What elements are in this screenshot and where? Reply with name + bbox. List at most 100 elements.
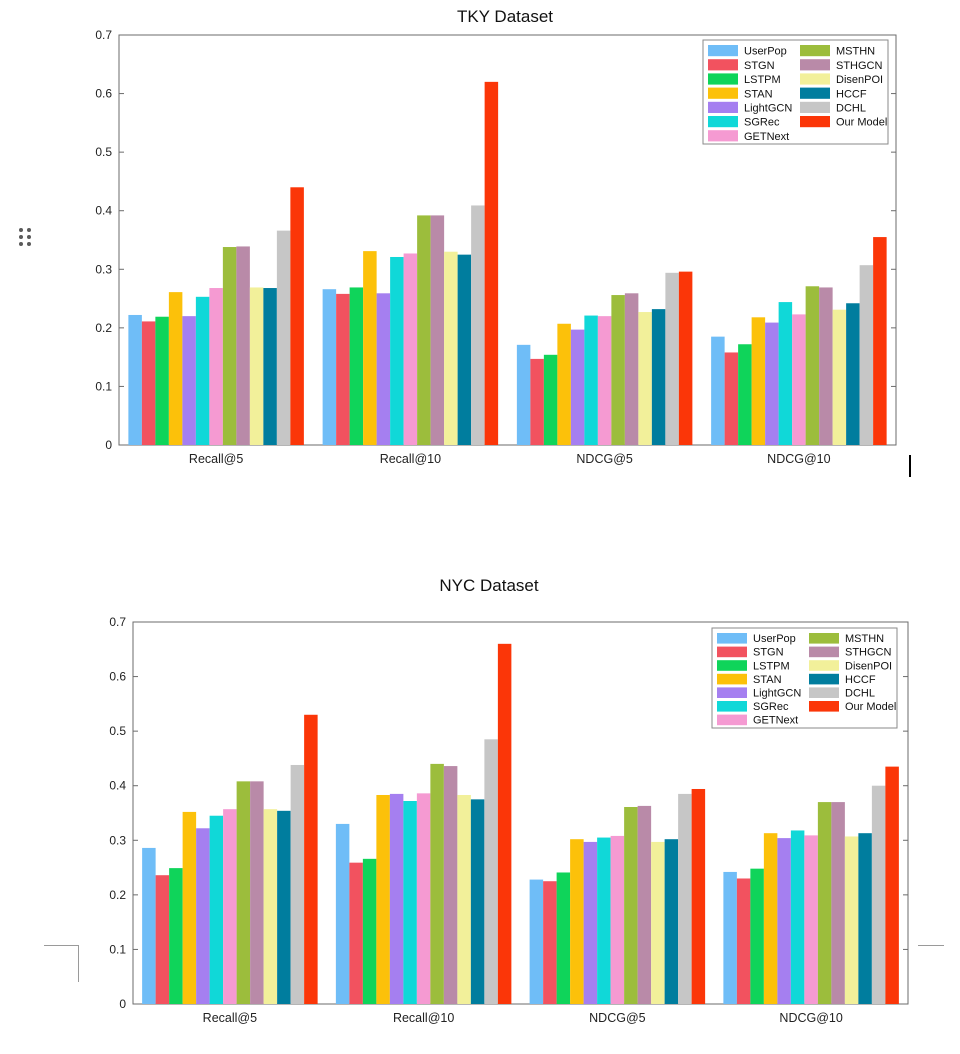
bar-lstpm: [543, 354, 558, 445]
legend-swatch: [800, 73, 830, 85]
bar-our-model: [497, 643, 512, 1004]
bar-disenpoi: [651, 841, 665, 1004]
bar-disenpoi: [444, 251, 458, 445]
legend-entry: UserPop: [753, 633, 796, 645]
legend-entry: SGRec: [744, 117, 780, 129]
legend-entry: LSTPM: [753, 660, 790, 672]
bar-stgn: [141, 321, 156, 445]
bar-hccf: [664, 839, 679, 1004]
bar-stgn: [349, 862, 363, 1004]
bar-dchl: [276, 230, 291, 445]
bar-stan: [363, 251, 377, 445]
chart-1: TKY Dataset 0 0.1 0.2 0.3 0.4 0.5 0.6 0.7 Recall@…: [95, 7, 897, 466]
legend-swatch: [717, 687, 747, 698]
bar-msthn: [417, 215, 431, 445]
bar-userpop: [711, 336, 725, 445]
bar-userpop: [335, 823, 350, 1004]
bar-msthn: [624, 806, 638, 1004]
legend-entry: SGRec: [753, 701, 789, 713]
legend-entry: LightGCN: [744, 103, 792, 115]
legend: UserPopSTGNLSTPMSTANLightGCNSGRecGETNext…: [702, 39, 889, 145]
bar-stan: [168, 292, 183, 445]
x-tick-label: NDCG@5: [589, 1011, 645, 1025]
legend-swatch: [708, 73, 738, 85]
bar-disenpoi: [457, 794, 471, 1004]
legend-swatch: [717, 646, 747, 658]
bar-lightgcn: [196, 828, 210, 1004]
legend-swatch: [717, 701, 747, 712]
y-tick-label: 0.7: [95, 28, 112, 42]
bar-disenpoi: [249, 287, 264, 445]
bar-lightgcn: [583, 841, 598, 1004]
legend-entry: Our Model: [845, 701, 896, 713]
crop-mark-left: [44, 945, 79, 982]
bar-dchl: [290, 764, 305, 1004]
bar-msthn: [611, 295, 625, 445]
x-tick-label: Recall@10: [380, 452, 441, 466]
bar-our-model: [873, 237, 887, 445]
legend: UserPopSTGNLSTPMSTANLightGCNSGRecGETNext…: [711, 627, 898, 729]
bar-hccf: [651, 309, 666, 445]
legend-swatch: [708, 87, 738, 99]
bar-sthgcn: [624, 293, 639, 445]
bar-getnext: [209, 288, 223, 445]
y-tick-label: 0.3: [109, 833, 126, 847]
y-tick-label: 0: [105, 438, 112, 452]
bar-hccf: [858, 833, 872, 1004]
legend-entry: DCHL: [836, 103, 866, 115]
bar-userpop: [723, 871, 737, 1004]
legend-swatch: [717, 673, 747, 685]
y-tick-label: 0.4: [95, 204, 112, 218]
bar-msthn: [236, 781, 251, 1004]
y-tick-label: 0.2: [95, 321, 112, 335]
y-tick-label: 0: [119, 997, 126, 1011]
legend-entry: STGN: [753, 647, 784, 659]
y-tick-label: 0.3: [95, 262, 112, 276]
bar-sgrec: [584, 315, 598, 445]
bar-sthgcn: [831, 802, 845, 1004]
x-tick-label: NDCG@5: [576, 452, 632, 466]
bar-sgrec: [390, 256, 404, 445]
bar-lstpm: [750, 868, 764, 1004]
drag-handle-icon[interactable]: [17, 226, 33, 248]
y-tick-label: 0.1: [109, 942, 126, 956]
legend-entry: HCCF: [845, 674, 876, 686]
bar-lightgcn: [570, 329, 585, 445]
bar-sthgcn: [250, 781, 264, 1004]
bar-our-model: [691, 788, 706, 1004]
legend-entry: GETNext: [744, 131, 789, 143]
plot-frame: [118, 34, 897, 446]
legend-swatch: [800, 45, 830, 57]
legend-entry: GETNext: [753, 715, 798, 727]
bar-sgrec: [597, 837, 611, 1004]
bar-userpop: [128, 314, 142, 445]
bar-stan: [376, 794, 390, 1004]
chart-2: NYC Dataset 0 0.1 0.2 0.3 0.4 0.5 0.6 0.7 Recall@…: [109, 576, 909, 1025]
bar-sthgcn: [443, 766, 458, 1004]
bar-stan: [182, 811, 197, 1004]
bar-dchl: [484, 739, 498, 1004]
bar-disenpoi: [832, 309, 847, 445]
bar-dchl: [871, 785, 886, 1004]
bar-lstpm: [169, 868, 183, 1004]
y-tick-label: 0.5: [109, 724, 126, 738]
y-tick-label: 0.6: [109, 670, 126, 684]
legend-entry: STHGCN: [845, 647, 892, 659]
legend-entry: MSTHN: [836, 46, 875, 58]
bar-sthgcn: [819, 287, 833, 445]
legend-entry: LightGCN: [753, 688, 801, 700]
bar-getnext: [403, 253, 418, 445]
crop-mark-right: [918, 945, 944, 946]
bar-lightgcn: [765, 322, 779, 445]
bar-stan: [763, 833, 778, 1004]
bar-getnext: [416, 793, 431, 1004]
legend-swatch: [809, 701, 839, 712]
bar-msthn: [817, 802, 832, 1004]
bar-sgrec: [403, 800, 417, 1004]
bar-lightgcn: [376, 293, 391, 445]
bar-lstpm: [738, 344, 752, 445]
bar-disenpoi: [263, 809, 278, 1004]
bar-userpop: [142, 847, 156, 1004]
bar-lstpm: [155, 316, 169, 445]
legend-swatch: [800, 87, 830, 99]
